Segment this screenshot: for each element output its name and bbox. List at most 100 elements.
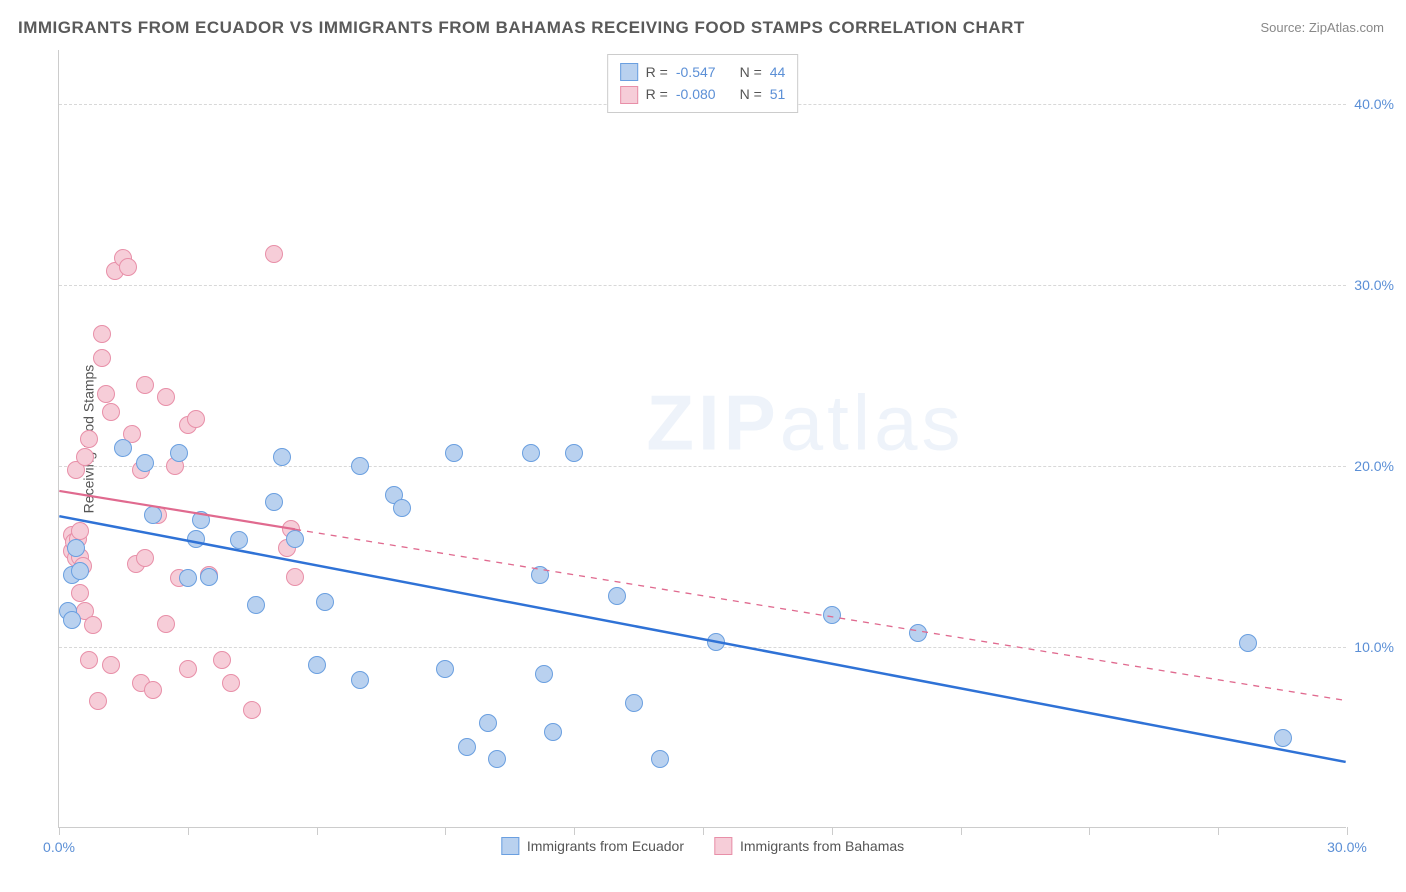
data-point: [707, 633, 725, 651]
data-point: [187, 530, 205, 548]
data-point: [479, 714, 497, 732]
data-point: [89, 692, 107, 710]
data-point: [522, 444, 540, 462]
data-point: [187, 410, 205, 428]
data-point: [67, 539, 85, 557]
watermark: ZIPatlas: [646, 377, 964, 468]
data-point: [200, 568, 218, 586]
data-point: [80, 430, 98, 448]
source-label: Source: ZipAtlas.com: [1260, 20, 1384, 35]
data-point: [1274, 729, 1292, 747]
x-tick: [188, 827, 189, 835]
data-point: [222, 674, 240, 692]
data-point: [458, 738, 476, 756]
legend-r-label: R =: [646, 83, 668, 105]
data-point: [230, 531, 248, 549]
legend-swatch-bahamas: [620, 86, 638, 104]
data-point: [265, 493, 283, 511]
x-tick: [1089, 827, 1090, 835]
data-point: [625, 694, 643, 712]
x-tick: [1218, 827, 1219, 835]
x-tick: [832, 827, 833, 835]
legend-stats: R = -0.547 N = 44 R = -0.080 N = 51: [607, 54, 799, 113]
data-point: [179, 660, 197, 678]
x-tick: [445, 827, 446, 835]
legend-n-label: N =: [740, 83, 762, 105]
data-point: [823, 606, 841, 624]
legend-r-value-ecuador: -0.547: [676, 61, 716, 83]
data-point: [651, 750, 669, 768]
x-tick: [317, 827, 318, 835]
data-point: [119, 258, 137, 276]
data-point: [144, 506, 162, 524]
data-point: [136, 454, 154, 472]
legend-n-value-bahamas: 51: [770, 83, 786, 105]
data-point: [179, 569, 197, 587]
data-point: [351, 671, 369, 689]
data-point: [102, 403, 120, 421]
data-point: [144, 681, 162, 699]
watermark-bold: ZIP: [646, 378, 779, 466]
y-tick-label: 10.0%: [1354, 639, 1394, 655]
data-point: [76, 448, 94, 466]
legend-swatch-icon: [714, 837, 732, 855]
data-point: [531, 566, 549, 584]
data-point: [71, 562, 89, 580]
data-point: [308, 656, 326, 674]
data-point: [608, 587, 626, 605]
legend-swatch-ecuador: [620, 63, 638, 81]
grid-line: [59, 647, 1346, 648]
data-point: [544, 723, 562, 741]
data-point: [136, 549, 154, 567]
y-tick-label: 30.0%: [1354, 277, 1394, 293]
data-point: [157, 615, 175, 633]
data-point: [393, 499, 411, 517]
data-point: [136, 376, 154, 394]
legend-label-ecuador: Immigrants from Ecuador: [527, 838, 684, 854]
data-point: [265, 245, 283, 263]
x-tick: [574, 827, 575, 835]
plot-region: ZIPatlas R = -0.547 N = 44 R = -0.080 N …: [58, 50, 1346, 828]
x-tick-label: 30.0%: [1327, 839, 1367, 855]
watermark-light: atlas: [780, 378, 965, 466]
data-point: [63, 611, 81, 629]
data-point: [114, 439, 132, 457]
data-point: [445, 444, 463, 462]
data-point: [97, 385, 115, 403]
data-point: [286, 568, 304, 586]
chart-area: Receiving Food Stamps ZIPatlas R = -0.54…: [48, 50, 1384, 828]
data-point: [213, 651, 231, 669]
data-point: [316, 593, 334, 611]
data-point: [71, 522, 89, 540]
data-point: [909, 624, 927, 642]
data-point: [80, 651, 98, 669]
data-point: [565, 444, 583, 462]
x-tick: [703, 827, 704, 835]
data-point: [170, 444, 188, 462]
data-point: [243, 701, 261, 719]
data-point: [273, 448, 291, 466]
data-point: [535, 665, 553, 683]
data-point: [71, 584, 89, 602]
y-tick-label: 40.0%: [1354, 96, 1394, 112]
data-point: [84, 616, 102, 634]
x-tick: [961, 827, 962, 835]
legend-item-ecuador: Immigrants from Ecuador: [501, 837, 684, 855]
chart-title: IMMIGRANTS FROM ECUADOR VS IMMIGRANTS FR…: [18, 18, 1025, 38]
legend-item-bahamas: Immigrants from Bahamas: [714, 837, 904, 855]
x-tick-label: 0.0%: [43, 839, 75, 855]
y-tick-label: 20.0%: [1354, 458, 1394, 474]
legend-n-value-ecuador: 44: [770, 61, 786, 83]
legend-r-label: R =: [646, 61, 668, 83]
data-point: [488, 750, 506, 768]
data-point: [192, 511, 210, 529]
data-point: [286, 530, 304, 548]
x-tick: [59, 827, 60, 835]
data-point: [1239, 634, 1257, 652]
data-point: [157, 388, 175, 406]
legend-n-label: N =: [740, 61, 762, 83]
grid-line: [59, 285, 1346, 286]
data-point: [93, 349, 111, 367]
legend-series: Immigrants from Ecuador Immigrants from …: [501, 837, 904, 855]
data-point: [102, 656, 120, 674]
